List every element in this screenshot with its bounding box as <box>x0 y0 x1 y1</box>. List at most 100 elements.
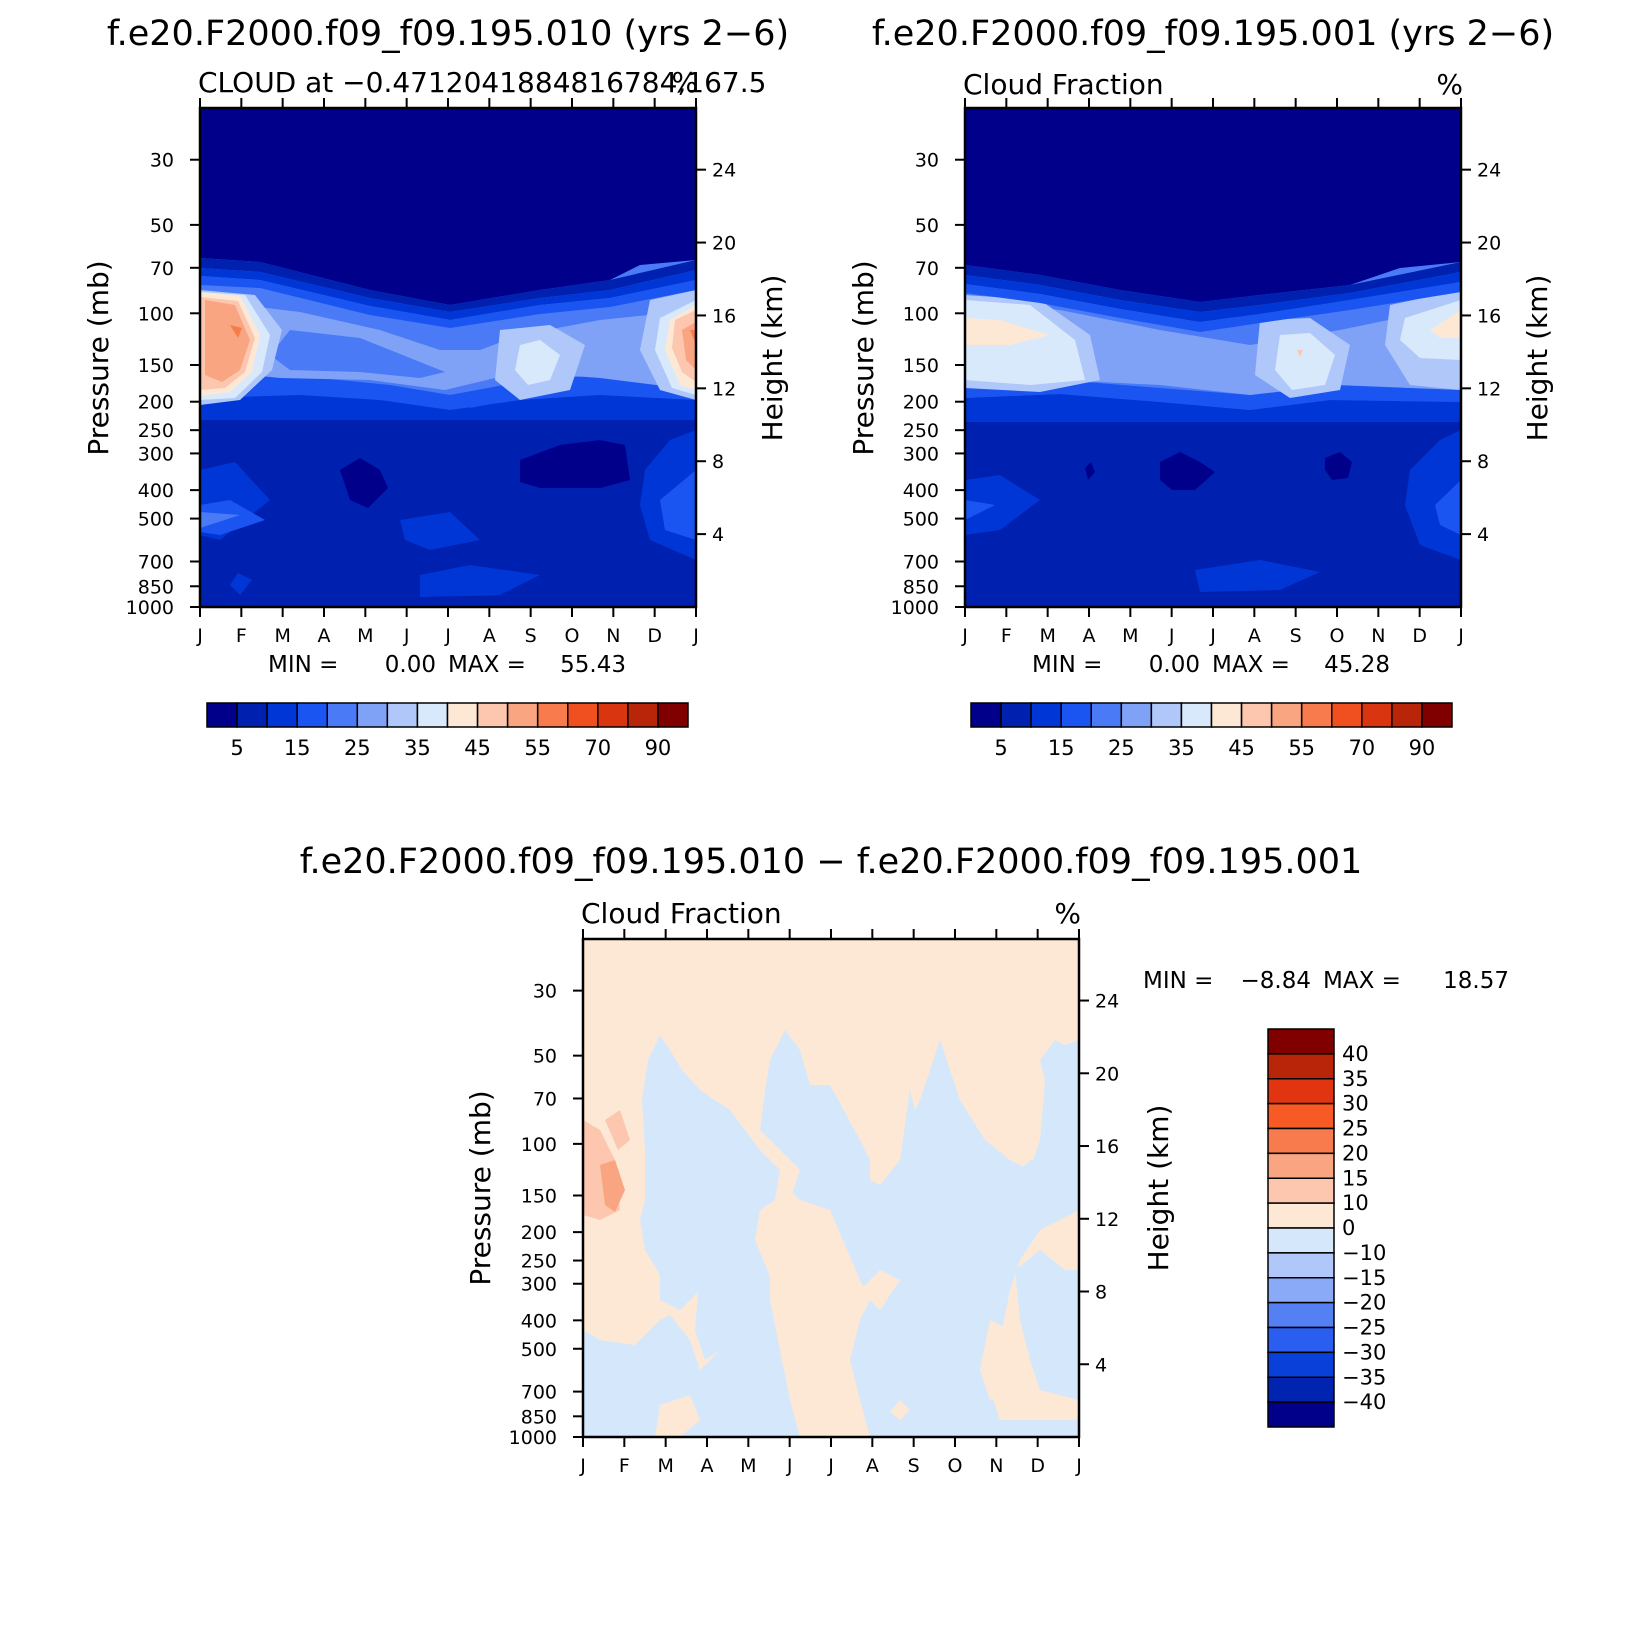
colorbar-swatch <box>1267 1152 1335 1179</box>
panel-2-variable-label: Cloud Fraction <box>963 68 1164 101</box>
colorbar-tick-label: −25 <box>1342 1316 1386 1340</box>
y-right-tick-label: 24 <box>1095 991 1119 1013</box>
y-right-tick-label: 8 <box>1477 451 1489 473</box>
colorbar-swatch <box>1421 702 1453 728</box>
colorbar-swatch <box>1240 702 1273 728</box>
panel-1-contour-field <box>200 108 696 607</box>
colorbar-tick-label: 35 <box>1168 736 1195 760</box>
colorbar-swatch <box>1267 1326 1335 1354</box>
colorbar-tick-label: 15 <box>284 736 311 760</box>
x-tick-label: N <box>606 625 620 647</box>
colorbar-swatch <box>627 702 659 728</box>
colorbar-tick-label: 55 <box>524 736 551 760</box>
y-tick-label: 400 <box>521 1310 557 1332</box>
x-tick-label: D <box>647 625 662 647</box>
x-tick-label: N <box>1371 625 1385 647</box>
colorbar-tick-label: −40 <box>1342 1390 1386 1414</box>
panel-1-units-label: % <box>671 66 698 99</box>
colorbar-swatch <box>446 702 479 728</box>
y-tick-label: 1000 <box>891 597 939 619</box>
colorbar-swatch <box>1361 702 1393 728</box>
y-tick-label: 50 <box>533 1046 557 1068</box>
colorbar-tick-label: 5 <box>230 736 243 760</box>
x-tick-label: A <box>318 625 331 647</box>
x-tick-label: J <box>196 625 203 647</box>
y-tick-label: 700 <box>138 552 174 574</box>
colorbar-swatch <box>1267 1277 1335 1304</box>
colorbar-swatch <box>1120 702 1153 728</box>
panel-1-ylabel-right: Height (km) <box>756 275 789 442</box>
x-tick-label: J <box>827 1455 834 1477</box>
y-tick-label: 200 <box>903 392 939 414</box>
y-right-tick-label: 20 <box>1095 1063 1119 1085</box>
y-right-tick-label: 12 <box>1095 1209 1119 1231</box>
colorbar-tick-label: 25 <box>1108 736 1135 760</box>
panel-2-ylabel-right: Height (km) <box>1521 275 1554 442</box>
colorbar-tick-label: −20 <box>1342 1291 1386 1315</box>
x-tick-label: M <box>1122 625 1138 647</box>
x-tick-label: S <box>908 1455 920 1477</box>
x-tick-label: J <box>444 625 451 647</box>
colorbar-swatch <box>1267 1053 1335 1080</box>
y-tick-label: 30 <box>533 981 557 1003</box>
y-right-tick-label: 20 <box>712 233 736 255</box>
colorbar-tick-label: 55 <box>1288 736 1315 760</box>
colorbar-swatch <box>1270 702 1303 728</box>
y-tick-label: 1000 <box>509 1427 557 1449</box>
colorbar-swatch <box>970 702 1002 728</box>
y-right-tick-label: 4 <box>1477 524 1489 546</box>
colorbar-tick-label: 25 <box>344 736 371 760</box>
colorbar-swatch <box>1000 702 1032 728</box>
y-tick-label: 850 <box>521 1406 557 1428</box>
y-right-tick-label: 12 <box>712 378 736 400</box>
colorbar-tick-label: 35 <box>1342 1067 1369 1091</box>
x-tick-label: O <box>948 1455 963 1477</box>
panel-2-min-value: 0.00 <box>1149 652 1200 678</box>
y-tick-label: 100 <box>521 1134 557 1156</box>
x-tick-label: A <box>1248 625 1261 647</box>
colorbar-tick-label: 5 <box>994 736 1007 760</box>
colorbar-swatch <box>1267 1028 1335 1055</box>
colorbar-swatch <box>567 702 599 728</box>
colorbar-tick-label: 70 <box>1348 736 1375 760</box>
x-tick-label: A <box>1083 625 1096 647</box>
colorbar-tick-label: −15 <box>1342 1266 1386 1290</box>
y-tick-label: 400 <box>138 480 174 502</box>
x-tick-label: F <box>619 1455 630 1477</box>
y-tick-label: 150 <box>903 355 939 377</box>
colorbar-swatch <box>1267 1078 1335 1105</box>
colorbar-swatch <box>476 702 509 728</box>
colorbar-tick-label: 45 <box>1228 736 1255 760</box>
colorbar-tick-label: 20 <box>1342 1141 1369 1165</box>
y-right-tick-label: 12 <box>1477 378 1501 400</box>
y-tick-label: 50 <box>915 215 939 237</box>
y-right-tick-label: 24 <box>1477 160 1501 182</box>
panel-3-max-value: 18.57 <box>1443 968 1509 994</box>
colorbar-swatch <box>236 702 268 728</box>
y-right-tick-label: 8 <box>712 451 724 473</box>
y-tick-label: 500 <box>903 509 939 531</box>
colorbar-tick-label: 10 <box>1342 1191 1369 1215</box>
panel-3-ylabel: Pressure (mb) <box>464 1090 497 1285</box>
panel-1-min-label: MIN = <box>268 652 338 678</box>
y-tick-label: 1000 <box>126 597 174 619</box>
y-right-tick-label: 20 <box>1477 233 1501 255</box>
y-tick-label: 300 <box>521 1274 557 1296</box>
x-tick-label: J <box>692 625 699 647</box>
colorbar-swatch <box>597 702 629 728</box>
colorbar-swatch <box>1150 702 1183 728</box>
panel-3-units-label: % <box>1054 897 1081 930</box>
colorbar-tick-label: 15 <box>1342 1166 1369 1190</box>
colorbar-swatch <box>356 702 389 728</box>
panel-3-title: f.e20.F2000.f09_f09.195.010 − f.e20.F200… <box>300 842 1363 882</box>
panel-2-title: f.e20.F2000.f09_f09.195.001 (yrs 2−6) <box>872 14 1554 54</box>
panel-1-ylabel: Pressure (mb) <box>82 260 115 455</box>
panel-3-variable-label: Cloud Fraction <box>581 897 782 930</box>
panel-1-variable-label: CLOUD at −0.4712041884816784,167.5 <box>198 66 766 99</box>
panel-1-min-value: 0.00 <box>385 652 436 678</box>
colorbar-swatch <box>1030 702 1062 728</box>
colorbar-swatch <box>1267 1227 1335 1254</box>
